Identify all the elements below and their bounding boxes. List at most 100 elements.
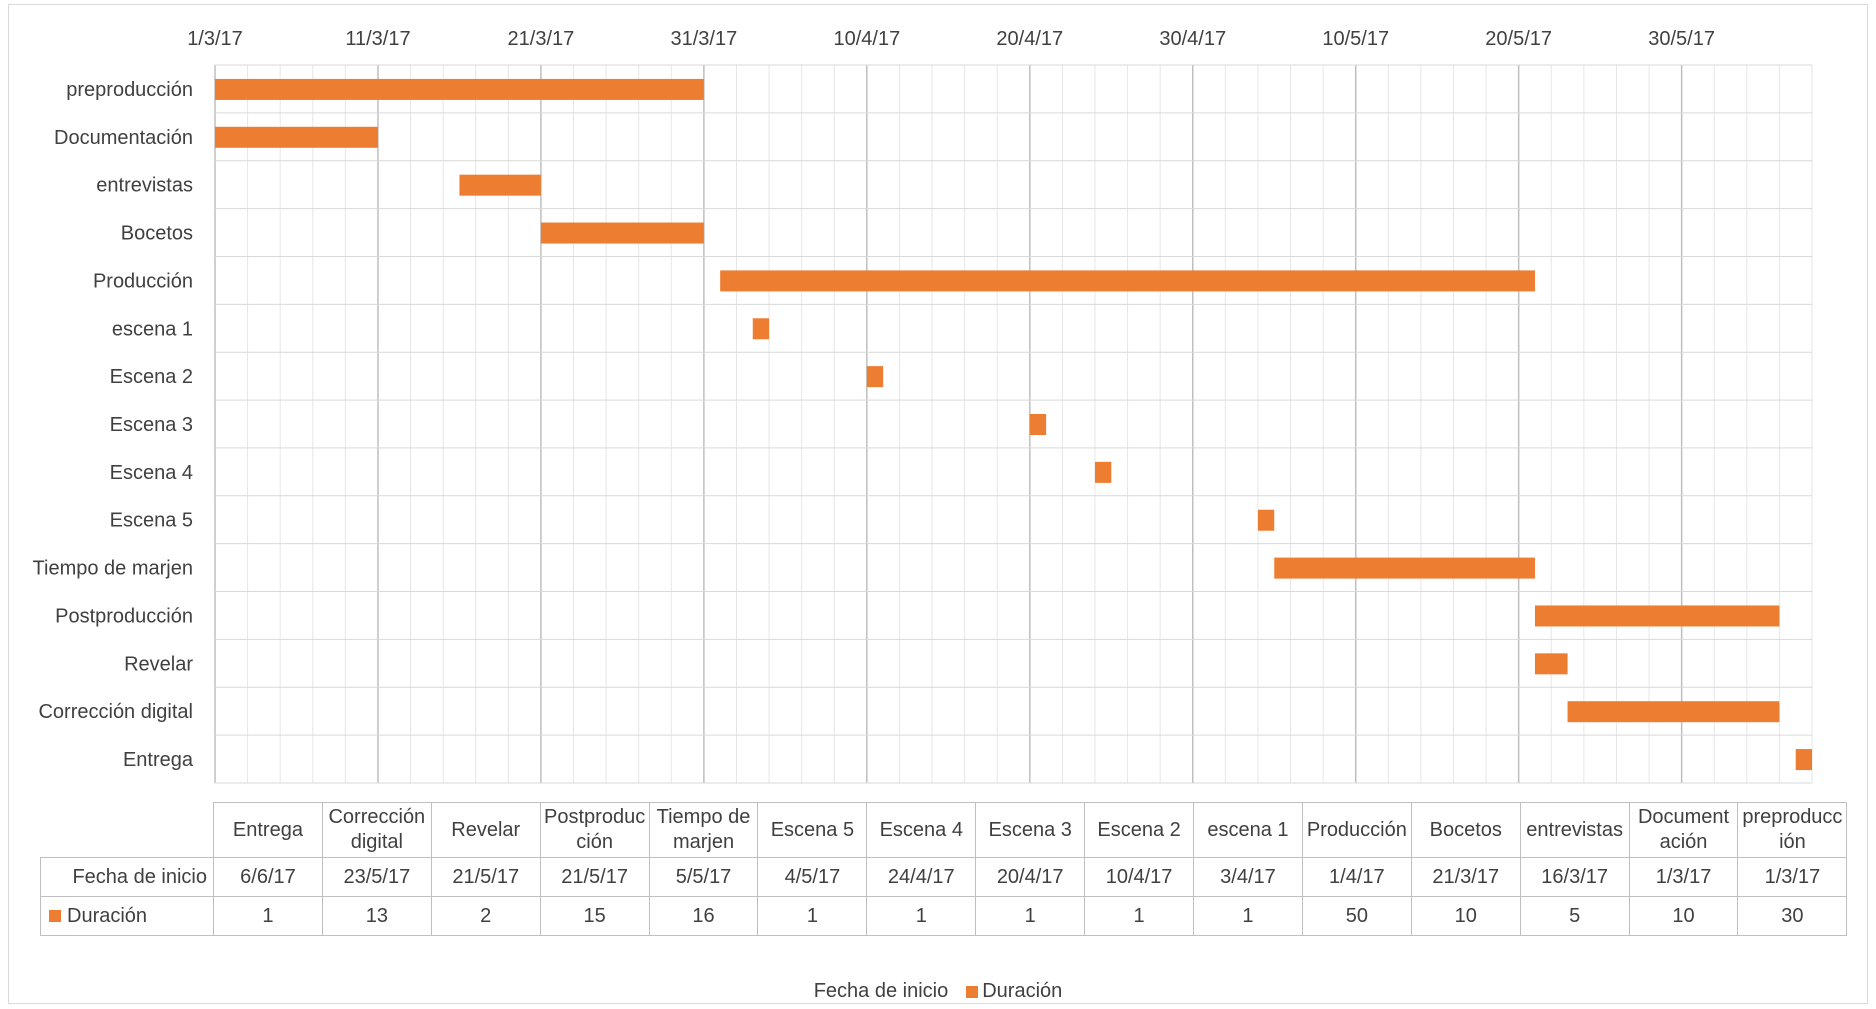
table-cell: 3/4/17 xyxy=(1193,857,1303,897)
duration-bar xyxy=(1274,557,1535,579)
data-table: Entrega Corrección digital Revelar Postprodu… xyxy=(40,802,1848,936)
table-cell: 1/3/17 xyxy=(1628,857,1739,897)
legend-item: Duración xyxy=(960,980,1062,1002)
x-tick-label: 20/4/17 xyxy=(996,28,1063,50)
duration-bar xyxy=(540,222,704,244)
table-cell: 10 xyxy=(1410,896,1521,936)
table-cell: 1/4/17 xyxy=(1301,857,1412,897)
table-cell: 13 xyxy=(321,896,432,936)
category-label: Escena 5 xyxy=(110,510,193,532)
duration-bar xyxy=(1094,461,1112,483)
table-row-header: Duración xyxy=(40,896,214,936)
x-tick-label: 10/4/17 xyxy=(833,28,900,50)
gantt-chart: 1/3/17 11/3/17 21/3/17 31/3/17 10/4/17 20/4/1… xyxy=(33,28,1813,784)
table-cell: 1 xyxy=(975,896,1086,936)
table-cell: 23/5/17 xyxy=(321,857,432,897)
table-cell: 1 xyxy=(866,896,977,936)
category-label: entrevistas xyxy=(96,175,193,197)
table-cell: 50 xyxy=(1301,896,1412,936)
table-cell: 10 xyxy=(1628,896,1739,936)
table-column-header: Tiempo de marjen xyxy=(648,802,759,858)
x-tick-label: 30/5/17 xyxy=(1648,28,1715,50)
table-cell: 1 xyxy=(757,896,868,936)
x-tick-label: 11/3/17 xyxy=(345,28,410,50)
category-label: Documentación xyxy=(54,127,193,149)
category-label: Bocetos xyxy=(121,223,193,245)
table-row: Fecha de inicio 6/6/17 23/5/17 21/5/17 21/5/… xyxy=(40,857,1848,897)
legend-item: Fecha de inicio xyxy=(813,980,949,1002)
table-column-header: escena 1 xyxy=(1193,802,1303,858)
x-tick-label: 30/4/17 xyxy=(1159,28,1226,50)
table-column-header: Document ación xyxy=(1628,802,1739,858)
category-label: Escena 2 xyxy=(110,366,193,388)
category-labels: preproducción Documentación entrevistas Boc… xyxy=(33,79,194,771)
table-cell: 5/5/17 xyxy=(648,857,759,897)
table-cell: 5 xyxy=(1519,896,1630,936)
category-label: escena 1 xyxy=(112,318,193,340)
duration-bar xyxy=(1029,414,1047,435)
table-row: Duración 1 13 2 15 16 1 1 1 1 1 50 10 5 10 30 xyxy=(40,896,1848,936)
category-label: Entrega xyxy=(123,749,194,771)
table-cell: 30 xyxy=(1737,896,1848,936)
category-label: preproducción xyxy=(66,79,193,101)
category-label: Tiempo de marjen xyxy=(33,558,193,580)
table-cell: 6/6/17 xyxy=(213,857,323,897)
duration-bar xyxy=(866,366,884,388)
x-axis-tick-labels: 1/3/17 11/3/17 21/3/17 31/3/17 10/4/17 20/4/1… xyxy=(187,28,1715,50)
table-cell: 21/5/17 xyxy=(539,857,650,897)
legend: Fecha de inicio Duración xyxy=(0,980,1876,1003)
table-cell: 1 xyxy=(1084,896,1195,936)
duration-bar xyxy=(215,78,704,100)
x-tick-label: 31/3/17 xyxy=(671,28,738,50)
x-tick-label: 21/3/17 xyxy=(508,28,575,50)
category-label: Escena 4 xyxy=(110,462,193,484)
table-column-header: Postproduc ción xyxy=(539,802,650,858)
table-cell: 4/5/17 xyxy=(757,857,868,897)
table-cell: 20/4/17 xyxy=(975,857,1086,897)
duration-bar xyxy=(1257,509,1275,531)
legend-swatch xyxy=(966,985,979,998)
duration-bar xyxy=(1567,701,1780,723)
table-column-header: Revelar xyxy=(430,802,541,858)
table-cell: 24/4/17 xyxy=(866,857,977,897)
duration-bar xyxy=(1795,749,1812,771)
table-corner xyxy=(40,802,214,858)
table-cell: 1/3/17 xyxy=(1737,857,1848,897)
category-label: Corrección digital xyxy=(38,701,193,723)
table-cell: 21/3/17 xyxy=(1410,857,1521,897)
category-label: Producción xyxy=(93,270,193,292)
table-cell: 21/5/17 xyxy=(430,857,541,897)
table-column-header: Bocetos xyxy=(1410,802,1521,858)
table-column-header: Escena 5 xyxy=(757,802,868,858)
category-label: Escena 3 xyxy=(110,414,193,436)
table-cell: 16/3/17 xyxy=(1519,857,1630,897)
table-column-header: Escena 4 xyxy=(866,802,977,858)
x-tick-label: 1/3/17 xyxy=(187,28,243,50)
x-tick-label: 20/5/17 xyxy=(1485,28,1552,50)
legend-swatch xyxy=(49,910,61,923)
category-label: Postproducción xyxy=(55,605,193,627)
table-cell: 2 xyxy=(430,896,541,936)
x-tick-label: 10/5/17 xyxy=(1322,28,1389,50)
duration-bar xyxy=(1534,653,1568,675)
table-cell: 10/4/17 xyxy=(1084,857,1195,897)
table-column-header: Escena 2 xyxy=(1084,802,1195,858)
table-column-header: preproducc ión xyxy=(1737,802,1848,858)
table-cell: 16 xyxy=(648,896,759,936)
duration-bar xyxy=(720,270,1535,292)
duration-bar xyxy=(1534,605,1780,627)
table-column-header: Corrección digital xyxy=(321,802,432,858)
duration-bars xyxy=(215,78,1812,771)
grid-lines xyxy=(214,64,1813,784)
table-cell: 15 xyxy=(539,896,650,936)
table-column-header: Entrega xyxy=(213,802,323,858)
table-column-header: entrevistas xyxy=(1519,802,1630,858)
duration-bar xyxy=(752,318,770,340)
category-label: Revelar xyxy=(124,653,193,675)
duration-bar xyxy=(459,174,541,196)
table-column-header: Producción xyxy=(1301,802,1412,858)
table-cell: 1 xyxy=(213,896,323,936)
table-column-header: Escena 3 xyxy=(975,802,1086,858)
duration-bar xyxy=(215,126,378,148)
table-row-header: Fecha de inicio xyxy=(40,857,214,897)
